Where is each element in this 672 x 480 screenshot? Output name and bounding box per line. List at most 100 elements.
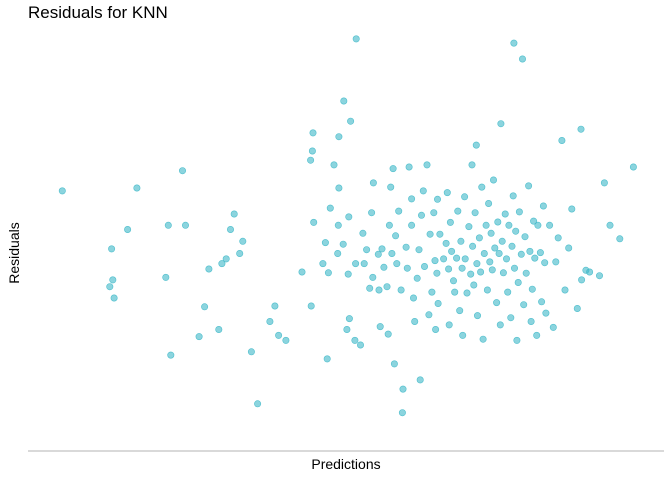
data-point-84 <box>411 317 419 325</box>
x-axis-label: Predictions <box>311 456 381 472</box>
data-point-49 <box>345 315 353 323</box>
data-point-139 <box>488 266 496 274</box>
data-point-39 <box>330 161 338 169</box>
data-point-118 <box>461 255 469 263</box>
data-point-100 <box>434 299 442 307</box>
data-point-10 <box>167 351 175 359</box>
data-point-14 <box>205 265 213 273</box>
data-point-198 <box>510 39 518 47</box>
data-point-20 <box>236 250 244 258</box>
data-point-76 <box>398 409 406 417</box>
data-point-135 <box>483 286 491 294</box>
data-point-128 <box>473 312 481 320</box>
data-point-156 <box>510 264 518 272</box>
data-point-87 <box>416 376 424 384</box>
data-point-34 <box>319 260 327 268</box>
data-point-175 <box>538 298 546 306</box>
data-point-136 <box>485 200 493 208</box>
data-point-85 <box>413 274 421 282</box>
data-point-142 <box>493 299 501 307</box>
data-point-68 <box>387 183 395 191</box>
data-point-89 <box>419 187 427 195</box>
data-point-5 <box>124 226 132 234</box>
data-point-67 <box>385 221 393 229</box>
data-point-15 <box>215 325 223 333</box>
data-point-92 <box>425 311 433 319</box>
data-point-35 <box>321 239 329 247</box>
data-point-171 <box>531 254 539 262</box>
data-point-182 <box>554 234 562 242</box>
data-point-137 <box>486 258 494 266</box>
data-point-129 <box>475 234 483 242</box>
data-point-19 <box>230 210 238 218</box>
data-point-188 <box>578 276 586 284</box>
data-point-32 <box>308 147 316 155</box>
data-point-33 <box>309 129 317 137</box>
data-point-41 <box>334 221 342 229</box>
data-point-64 <box>380 263 388 271</box>
data-point-3 <box>110 294 118 302</box>
data-point-132 <box>479 335 487 343</box>
data-point-138 <box>487 229 495 237</box>
data-point-151 <box>504 288 512 296</box>
data-point-113 <box>456 307 464 315</box>
data-point-77 <box>399 385 407 393</box>
data-point-115 <box>458 264 466 272</box>
data-point-71 <box>390 360 398 368</box>
data-point-145 <box>496 321 504 329</box>
data-point-62 <box>376 323 384 331</box>
data-point-73 <box>393 260 401 268</box>
data-point-38 <box>326 204 334 212</box>
data-point-1 <box>108 245 116 253</box>
data-point-114 <box>457 237 465 245</box>
data-point-169 <box>528 285 536 293</box>
data-point-97 <box>432 325 440 333</box>
data-point-52 <box>356 341 364 349</box>
data-point-60 <box>374 250 382 258</box>
data-point-126 <box>473 260 481 268</box>
data-point-105 <box>445 265 453 273</box>
data-point-82 <box>408 195 416 203</box>
data-point-163 <box>520 301 528 309</box>
data-point-8 <box>164 221 172 229</box>
data-point-104 <box>443 189 451 197</box>
data-point-153 <box>507 314 515 322</box>
data-point-57 <box>368 209 376 217</box>
data-point-25 <box>275 331 283 339</box>
data-point-36 <box>324 269 332 277</box>
data-point-179 <box>546 221 554 229</box>
data-point-11 <box>182 221 190 229</box>
data-point-186 <box>568 205 576 213</box>
data-point-121 <box>467 270 475 278</box>
data-point-56 <box>366 284 374 292</box>
data-point-23 <box>254 400 262 408</box>
data-point-149 <box>501 210 509 218</box>
data-point-24 <box>266 317 274 325</box>
data-point-119 <box>463 289 471 297</box>
data-point-18 <box>227 226 235 234</box>
data-point-150 <box>502 255 510 263</box>
data-point-17 <box>222 255 230 263</box>
data-point-191 <box>595 272 603 280</box>
data-point-9 <box>179 167 187 175</box>
data-point-51 <box>352 260 360 268</box>
data-point-29 <box>307 302 315 310</box>
data-point-158 <box>513 336 521 344</box>
data-point-99 <box>433 195 441 203</box>
data-point-74 <box>395 207 403 215</box>
data-point-93 <box>426 230 434 238</box>
data-point-53 <box>359 229 367 237</box>
data-point-181 <box>552 258 560 266</box>
data-point-192 <box>600 179 608 187</box>
data-point-94 <box>428 288 436 296</box>
chart-title: Residuals for KNN <box>28 3 168 22</box>
data-point-123 <box>469 242 477 250</box>
data-point-155 <box>509 192 517 200</box>
data-point-164 <box>521 233 529 241</box>
data-point-48 <box>347 117 355 125</box>
data-point-80 <box>405 163 413 171</box>
data-point-110 <box>451 288 459 296</box>
data-point-152 <box>505 221 513 229</box>
data-point-43 <box>335 133 343 141</box>
data-point-185 <box>565 244 573 252</box>
